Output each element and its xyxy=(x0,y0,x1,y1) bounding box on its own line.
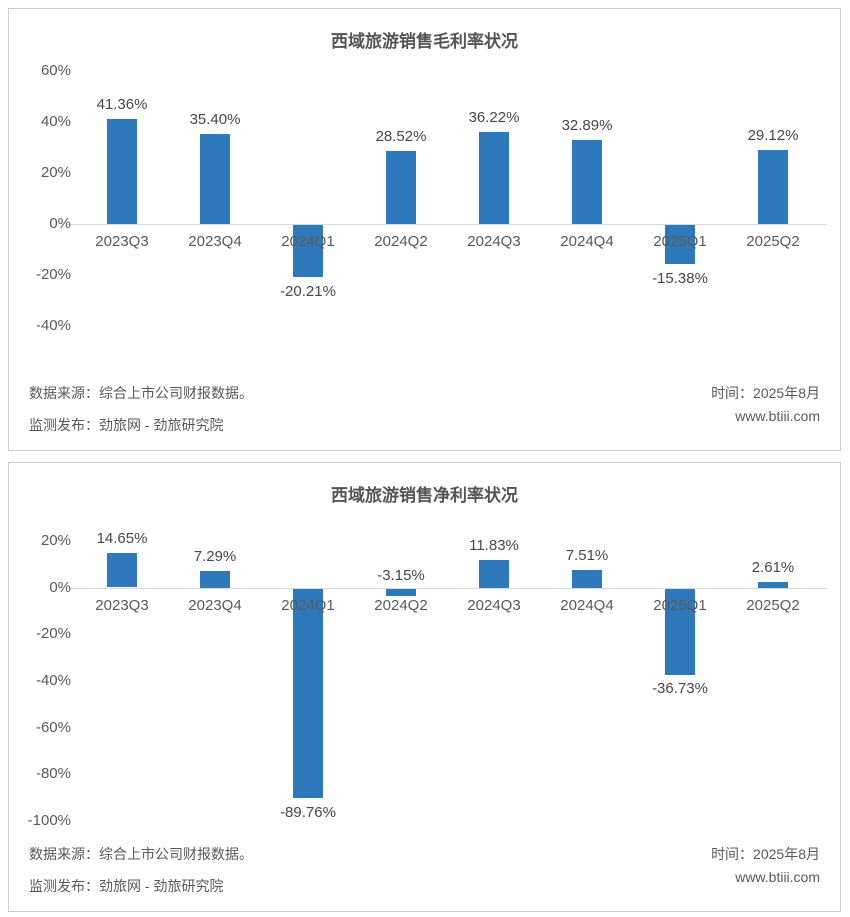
website-line: www.btiii.com xyxy=(735,408,820,424)
x-axis-line xyxy=(67,588,827,589)
footer-right: 时间：2025年8月 www.btiii.com xyxy=(711,843,820,889)
publisher-line: 监测发布：劲旅网 - 劲旅研究院 xyxy=(29,417,224,433)
bar-value-label: -20.21% xyxy=(280,283,336,300)
bar-value-label: 14.65% xyxy=(96,530,148,547)
website-line: www.btiii.com xyxy=(735,869,820,885)
time-line: 时间：2025年8月 xyxy=(711,385,820,401)
time-line: 时间：2025年8月 xyxy=(711,846,820,862)
bar-value-label: 36.22% xyxy=(468,109,520,126)
x-axis-label: 2024Q4 xyxy=(560,233,614,250)
bar-2025Q2 xyxy=(758,150,788,224)
bar-2024Q4 xyxy=(572,140,602,224)
bar-value-label: 2.61% xyxy=(751,559,795,576)
data-source-line: 数据来源：综合上市公司财报数据。 xyxy=(29,385,253,401)
footer-left: 数据来源：综合上市公司财报数据。 监测发布：劲旅网 - 劲旅研究院 xyxy=(29,838,253,902)
x-axis-label: 2023Q3 xyxy=(95,233,149,250)
bar-value-label: -15.38% xyxy=(652,270,708,287)
y-axis-tick-label: -40% xyxy=(35,672,71,689)
bar-value-label: -89.76% xyxy=(280,804,336,821)
y-axis-tick-label: 40% xyxy=(40,113,71,130)
bar-2024Q1 xyxy=(293,589,323,798)
x-axis-label: 2024Q4 xyxy=(560,597,614,614)
bar-2024Q2 xyxy=(386,589,416,596)
x-axis-label: 2025Q1 xyxy=(653,233,707,250)
y-axis-tick-label: -40% xyxy=(35,317,71,334)
x-axis-label: 2024Q3 xyxy=(467,233,521,250)
x-axis-label: 2025Q2 xyxy=(746,597,800,614)
x-axis-label: 2025Q1 xyxy=(653,597,707,614)
gross-margin-chart-area: 60% 40% 20% 0% -20% -40% 41.36% 2023Q3 35.40% 202… xyxy=(9,9,840,450)
y-axis-tick-label: -20% xyxy=(35,266,71,283)
y-axis-tick-label: 0% xyxy=(49,215,71,232)
net-margin-chart-area: 20% 0% -20% -40% -60% -80% -100% 14.65% 2023Q3 7.… xyxy=(9,463,840,911)
bar-value-label: 11.83% xyxy=(469,537,519,554)
y-axis-tick-label: 20% xyxy=(40,164,71,181)
bar-2023Q3 xyxy=(107,119,137,224)
bar-2024Q4 xyxy=(572,570,602,588)
bar-value-label: 32.89% xyxy=(561,117,613,134)
bar-value-label: 7.29% xyxy=(193,548,237,565)
y-axis-tick-label: -20% xyxy=(35,625,71,642)
gross-margin-chart-panel: 西域旅游销售毛利率状况 60% 40% 20% 0% -20% -40% 41.36% 202… xyxy=(8,8,841,451)
data-source-line: 数据来源：综合上市公司财报数据。 xyxy=(29,846,253,862)
x-axis-label: 2023Q4 xyxy=(188,597,242,614)
x-axis-label: 2024Q2 xyxy=(374,597,428,614)
footer-left: 数据来源：综合上市公司财报数据。 监测发布：劲旅网 - 劲旅研究院 xyxy=(29,377,253,441)
footer-right: 时间：2025年8月 www.btiii.com xyxy=(711,382,820,428)
x-axis-label: 2024Q3 xyxy=(467,597,521,614)
x-axis-label: 2024Q1 xyxy=(281,233,335,250)
x-axis-label: 2025Q2 xyxy=(746,233,800,250)
bar-value-label: -3.15% xyxy=(377,567,425,584)
bar-value-label: 35.40% xyxy=(189,111,241,128)
x-axis-label: 2023Q3 xyxy=(95,597,149,614)
bar-2023Q4 xyxy=(200,134,230,224)
bar-value-label: 28.52% xyxy=(375,128,427,145)
y-axis-tick-label: -80% xyxy=(35,765,71,782)
bar-2024Q3 xyxy=(479,132,509,224)
y-axis-tick-label: 0% xyxy=(49,579,71,596)
bar-2024Q2 xyxy=(386,151,416,224)
y-axis-tick-label: 60% xyxy=(40,62,71,79)
bar-2025Q1 xyxy=(665,225,695,264)
x-axis-label: 2023Q4 xyxy=(188,233,242,250)
x-axis-label: 2024Q2 xyxy=(374,233,428,250)
bar-2024Q1 xyxy=(293,225,323,277)
bar-2024Q3 xyxy=(479,560,509,588)
publisher-line: 监测发布：劲旅网 - 劲旅研究院 xyxy=(29,878,224,894)
bar-value-label: 41.36% xyxy=(96,96,148,113)
y-axis-tick-label: 20% xyxy=(40,532,71,549)
bar-2023Q3 xyxy=(107,553,137,587)
bar-value-label: 29.12% xyxy=(747,127,799,144)
bar-value-label: 7.51% xyxy=(565,547,609,564)
bar-value-label: -36.73% xyxy=(652,680,708,697)
y-axis-tick-label: -60% xyxy=(35,719,71,736)
net-margin-chart-panel: 西域旅游销售净利率状况 20% 0% -20% -40% -60% -80% -100% 14… xyxy=(8,462,841,912)
bar-2025Q1 xyxy=(665,589,695,675)
y-axis-tick-label: -100% xyxy=(27,812,71,829)
gross-margin-chart-title: 西域旅游销售毛利率状况 xyxy=(331,32,518,51)
x-axis-label: 2024Q1 xyxy=(281,597,335,614)
net-margin-chart-title: 西域旅游销售净利率状况 xyxy=(331,486,518,505)
bar-2025Q2 xyxy=(758,582,788,588)
bar-2023Q4 xyxy=(200,571,230,588)
x-axis-line xyxy=(67,224,827,225)
